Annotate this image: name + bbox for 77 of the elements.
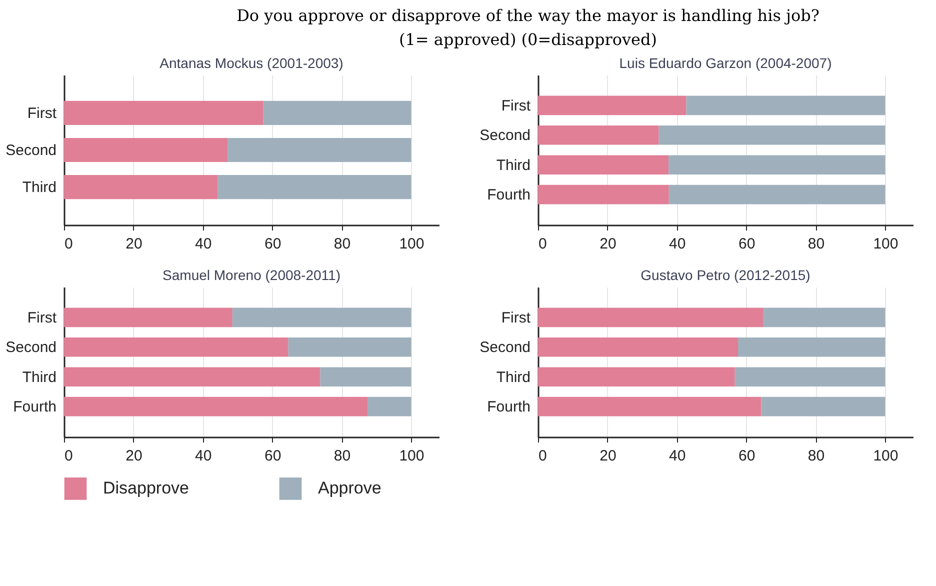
bar: [538, 308, 763, 328]
bar: [538, 396, 762, 416]
bar: [263, 100, 412, 125]
x-tick-label: 60: [738, 236, 756, 252]
bar: [668, 184, 886, 204]
y-tick-label: Second: [6, 339, 56, 356]
x-tick-label: 40: [195, 448, 212, 464]
x-tick-label: 100: [873, 448, 898, 464]
chart-title: Gustavo Petro (2012-2015): [640, 267, 810, 283]
bar: [64, 396, 368, 416]
bar: [734, 367, 886, 387]
bar: [64, 308, 232, 328]
x-tick-label: 40: [669, 448, 686, 464]
bar: [761, 396, 886, 416]
x-tick-label: 20: [126, 448, 142, 464]
x-tick-label: 60: [264, 448, 282, 464]
x-tick-label: 60: [738, 448, 756, 464]
x-tick-label: 20: [126, 236, 142, 252]
bar: [668, 155, 886, 175]
text: Do you approve or disapprove of the way the mayor is handling his job?: [236, 5, 820, 27]
bar: [538, 367, 735, 387]
y-tick-label: Third: [22, 368, 56, 386]
bar: [228, 138, 412, 162]
bar: [218, 175, 412, 200]
bar: [367, 396, 412, 416]
x-tick-label: 40: [195, 236, 212, 252]
legend-label: Disapprove: [103, 478, 189, 498]
bar: [763, 308, 886, 328]
x-tick-label: 0: [64, 236, 73, 252]
x-tick-label: 0: [64, 448, 73, 464]
x-tick-label: 100: [873, 236, 898, 252]
y-tick-label: Fourth: [487, 186, 530, 204]
bar: [64, 138, 228, 162]
bar: [64, 337, 288, 357]
chart-title: Samuel Moreno (2008-2011): [162, 267, 340, 283]
y-tick-label: Second: [6, 142, 56, 159]
x-tick-label: 20: [600, 448, 616, 464]
y-tick-label: First: [27, 309, 58, 326]
y-tick-label: Fourth: [487, 398, 530, 416]
bar: [288, 337, 412, 357]
bar: [738, 337, 886, 357]
bar: [320, 367, 412, 387]
y-tick-label: Third: [496, 156, 530, 174]
chart-title: Luis Eduardo Garzon (2004-2007): [619, 55, 832, 71]
bar: [232, 308, 412, 328]
y-tick-label: Third: [496, 368, 530, 386]
bar: [538, 96, 686, 116]
x-tick-label: 40: [669, 236, 686, 252]
x-tick-label: 60: [264, 236, 282, 252]
bar: [538, 125, 659, 145]
y-tick-label: First: [501, 97, 532, 114]
x-tick-label: 0: [538, 448, 547, 464]
y-tick-label: Second: [480, 339, 530, 356]
x-tick-label: 100: [399, 448, 424, 464]
x-tick-label: 20: [600, 236, 616, 252]
x-tick-label: 80: [808, 448, 825, 464]
y-tick-label: Second: [480, 127, 530, 144]
y-tick-label: First: [501, 309, 532, 326]
bar: [538, 337, 738, 357]
chart-title: Antanas Mockus (2001-2003): [160, 55, 344, 71]
bar: [658, 125, 886, 145]
x-tick-label: 80: [808, 236, 825, 252]
text: (1= approved) (0=disapproved): [398, 29, 658, 51]
x-tick-label: 0: [538, 236, 547, 252]
legend-label: Approve: [318, 478, 382, 498]
x-tick-label: 80: [334, 236, 351, 252]
x-tick-label: 100: [399, 236, 424, 252]
y-tick-label: Third: [22, 179, 56, 196]
bar: [64, 367, 320, 387]
bar: [686, 96, 886, 116]
bar: [64, 175, 218, 200]
x-tick-label: 80: [334, 448, 351, 464]
bar: [538, 155, 669, 175]
bar: [538, 184, 669, 204]
y-tick-label: Fourth: [13, 398, 56, 416]
bar: [64, 100, 264, 125]
y-tick-label: First: [27, 104, 58, 122]
